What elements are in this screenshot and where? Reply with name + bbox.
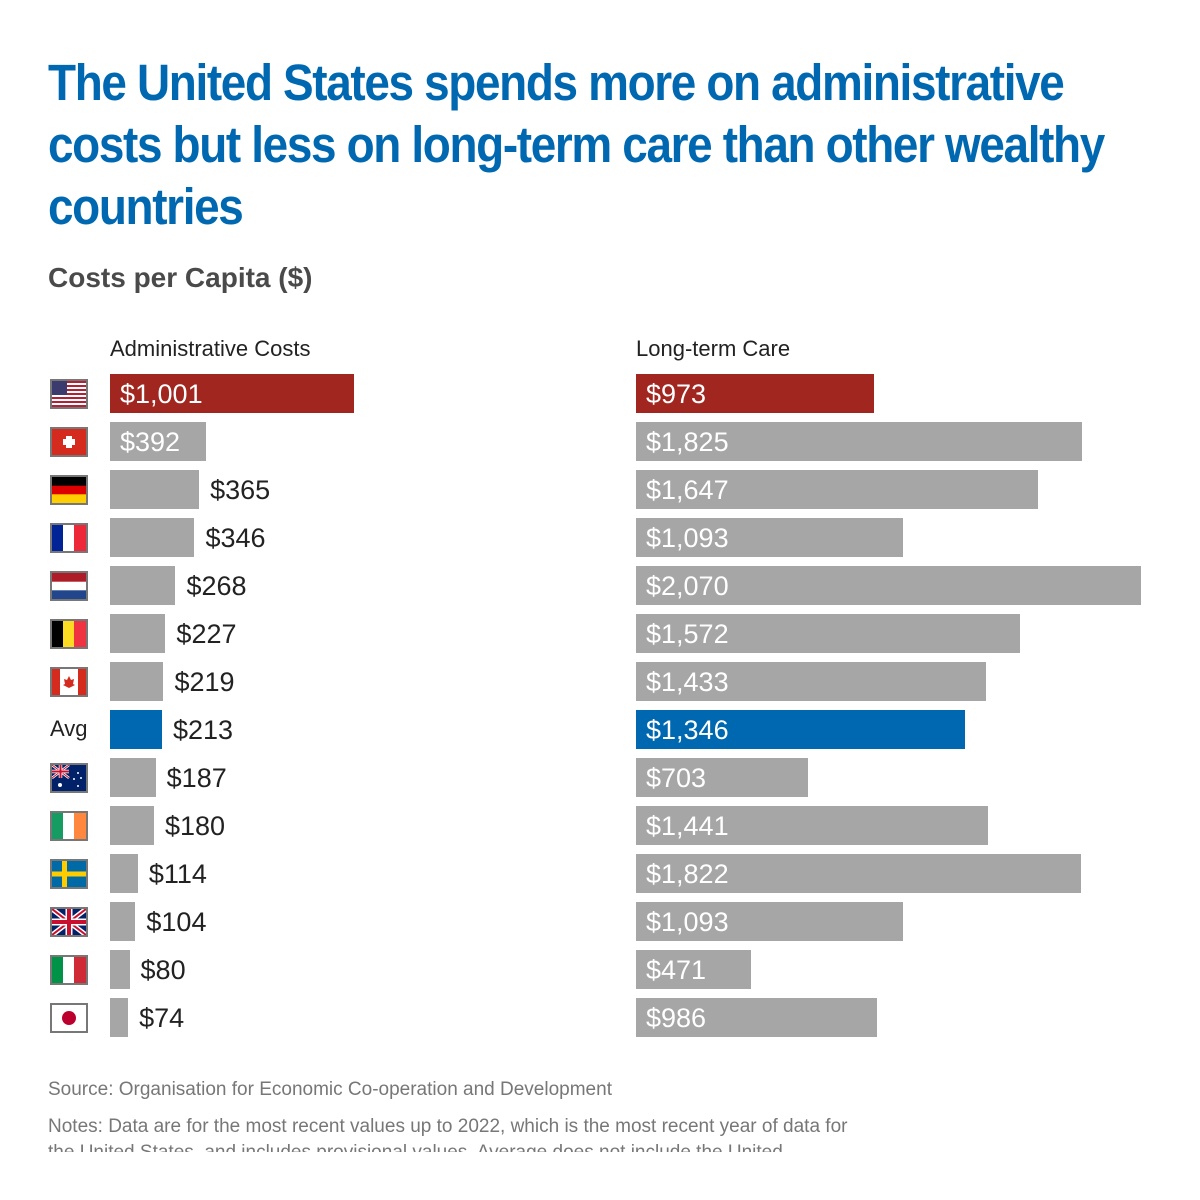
care-bar-australia — [636, 758, 808, 797]
flag-united-states-icon — [50, 379, 88, 409]
notes: Notes: Data are for the most recent valu… — [48, 1116, 848, 1152]
admin-value-label: $180 — [164, 811, 226, 841]
care-value-label: $986 — [646, 1003, 707, 1033]
care-value-label: $1,346 — [646, 715, 729, 745]
flag-canada-icon — [50, 667, 88, 697]
admin-value-label: $187 — [166, 763, 227, 793]
admin-value-label: $80 — [140, 955, 186, 985]
care-bar-canada — [636, 662, 986, 701]
source-note: Source: Organisation for Economic Co-ope… — [48, 1079, 612, 1100]
care-value-label: $1,822 — [646, 859, 729, 889]
admin-value-label: $1,001 — [120, 379, 203, 409]
admin-value-label: $365 — [210, 475, 271, 505]
admin-value-label: $219 — [174, 667, 235, 697]
care-value-label: $1,572 — [646, 619, 729, 649]
admin-bar-australia — [110, 758, 156, 797]
care-bar-avg — [636, 710, 965, 749]
care-bar-united-states — [636, 374, 874, 413]
flag-australia-icon — [50, 763, 88, 793]
admin-bar-belgium — [110, 614, 166, 653]
flag-sweden-icon — [50, 859, 88, 889]
admin-bar-italy — [110, 950, 130, 989]
care-value-label: $1,093 — [646, 907, 729, 937]
row-switzerland: $392 $1,825 — [0, 422, 1200, 462]
care-bar-switzerland — [636, 422, 1082, 461]
row-australia: $187 $703 — [0, 758, 1200, 798]
flag-japan-icon — [50, 1003, 88, 1033]
admin-bar-switzerland — [110, 422, 206, 461]
admin-bar-japan — [110, 998, 129, 1037]
care-value-label: $1,647 — [646, 475, 729, 505]
admin-bar-netherlands — [110, 566, 176, 605]
row-sweden: $114 $1,822 — [0, 854, 1200, 894]
care-bar-france — [636, 518, 903, 557]
care-bar-belgium — [636, 614, 1020, 653]
chart-subtitle: Costs per Capita ($) — [48, 262, 313, 293]
care-value-label: $471 — [646, 955, 707, 985]
care-bar-germany — [636, 470, 1039, 509]
admin-value-label: $346 — [205, 523, 266, 553]
care-value-label: $1,825 — [646, 427, 729, 457]
admin-value-label: $74 — [139, 1003, 185, 1033]
row-italy: $80 $471 — [0, 950, 1200, 990]
admin-bar-ireland — [110, 806, 154, 845]
flag-united-kingdom-icon — [50, 907, 88, 937]
care-value-label: $703 — [646, 763, 707, 793]
care-bar-japan — [636, 998, 877, 1037]
row-germany: $365 $1,647 — [0, 470, 1200, 510]
row-united-kingdom: $104 $1,093 — [0, 902, 1200, 942]
admin-bar-avg — [110, 710, 162, 749]
column-header-care: Long-term Care — [636, 336, 791, 361]
admin-bar-united-states — [110, 374, 355, 413]
care-value-label: $1,441 — [646, 811, 729, 841]
admin-value-label: $114 — [148, 859, 207, 889]
flag-netherlands-icon — [50, 571, 88, 601]
chart-title: The United States spends more on adminis… — [48, 54, 1105, 235]
row-france: $346 $1,093 — [0, 518, 1200, 558]
flag-ireland-icon — [50, 811, 88, 841]
care-bar-united-kingdom — [636, 902, 903, 941]
row-belgium: $227 $1,572 — [0, 614, 1200, 654]
row-united-states: $1,001 $973 — [0, 374, 1200, 414]
care-value-label: $1,433 — [646, 667, 729, 697]
admin-bar-sweden — [110, 854, 138, 893]
column-header-admin: Administrative Costs — [110, 336, 311, 361]
admin-value-label: $268 — [186, 571, 247, 601]
admin-value-label: $104 — [146, 907, 207, 937]
flag-italy-icon — [50, 955, 88, 985]
row-canada: $219 $1,433 — [0, 662, 1200, 702]
admin-bar-france — [110, 518, 195, 557]
care-bar-ireland — [636, 806, 988, 845]
flag-belgium-icon — [50, 619, 88, 649]
care-value-label: $973 — [646, 379, 707, 409]
admin-bar-united-kingdom — [110, 902, 136, 941]
row-netherlands: $268 $2,070 — [0, 566, 1200, 606]
flag-switzerland-icon — [50, 427, 88, 457]
row-avg: Avg $213 $1,346 — [0, 710, 1200, 750]
admin-value-label: $213 — [173, 715, 234, 745]
care-value-label: $1,093 — [646, 523, 729, 553]
admin-value-label: $227 — [176, 619, 237, 649]
admin-bar-germany — [110, 470, 200, 509]
flag-germany-icon — [50, 475, 88, 505]
care-bar-sweden — [636, 854, 1081, 893]
row-ireland: $180 $1,441 — [0, 806, 1200, 846]
row-japan: $74 $986 — [0, 998, 1200, 1038]
care-bar-italy — [636, 950, 752, 989]
avg-label: Avg — [50, 716, 88, 741]
care-bar-netherlands — [636, 566, 1142, 605]
flag-france-icon — [50, 523, 88, 553]
admin-bar-canada — [110, 662, 164, 701]
admin-value-label: $392 — [120, 427, 181, 457]
care-value-label: $2,070 — [646, 571, 729, 601]
